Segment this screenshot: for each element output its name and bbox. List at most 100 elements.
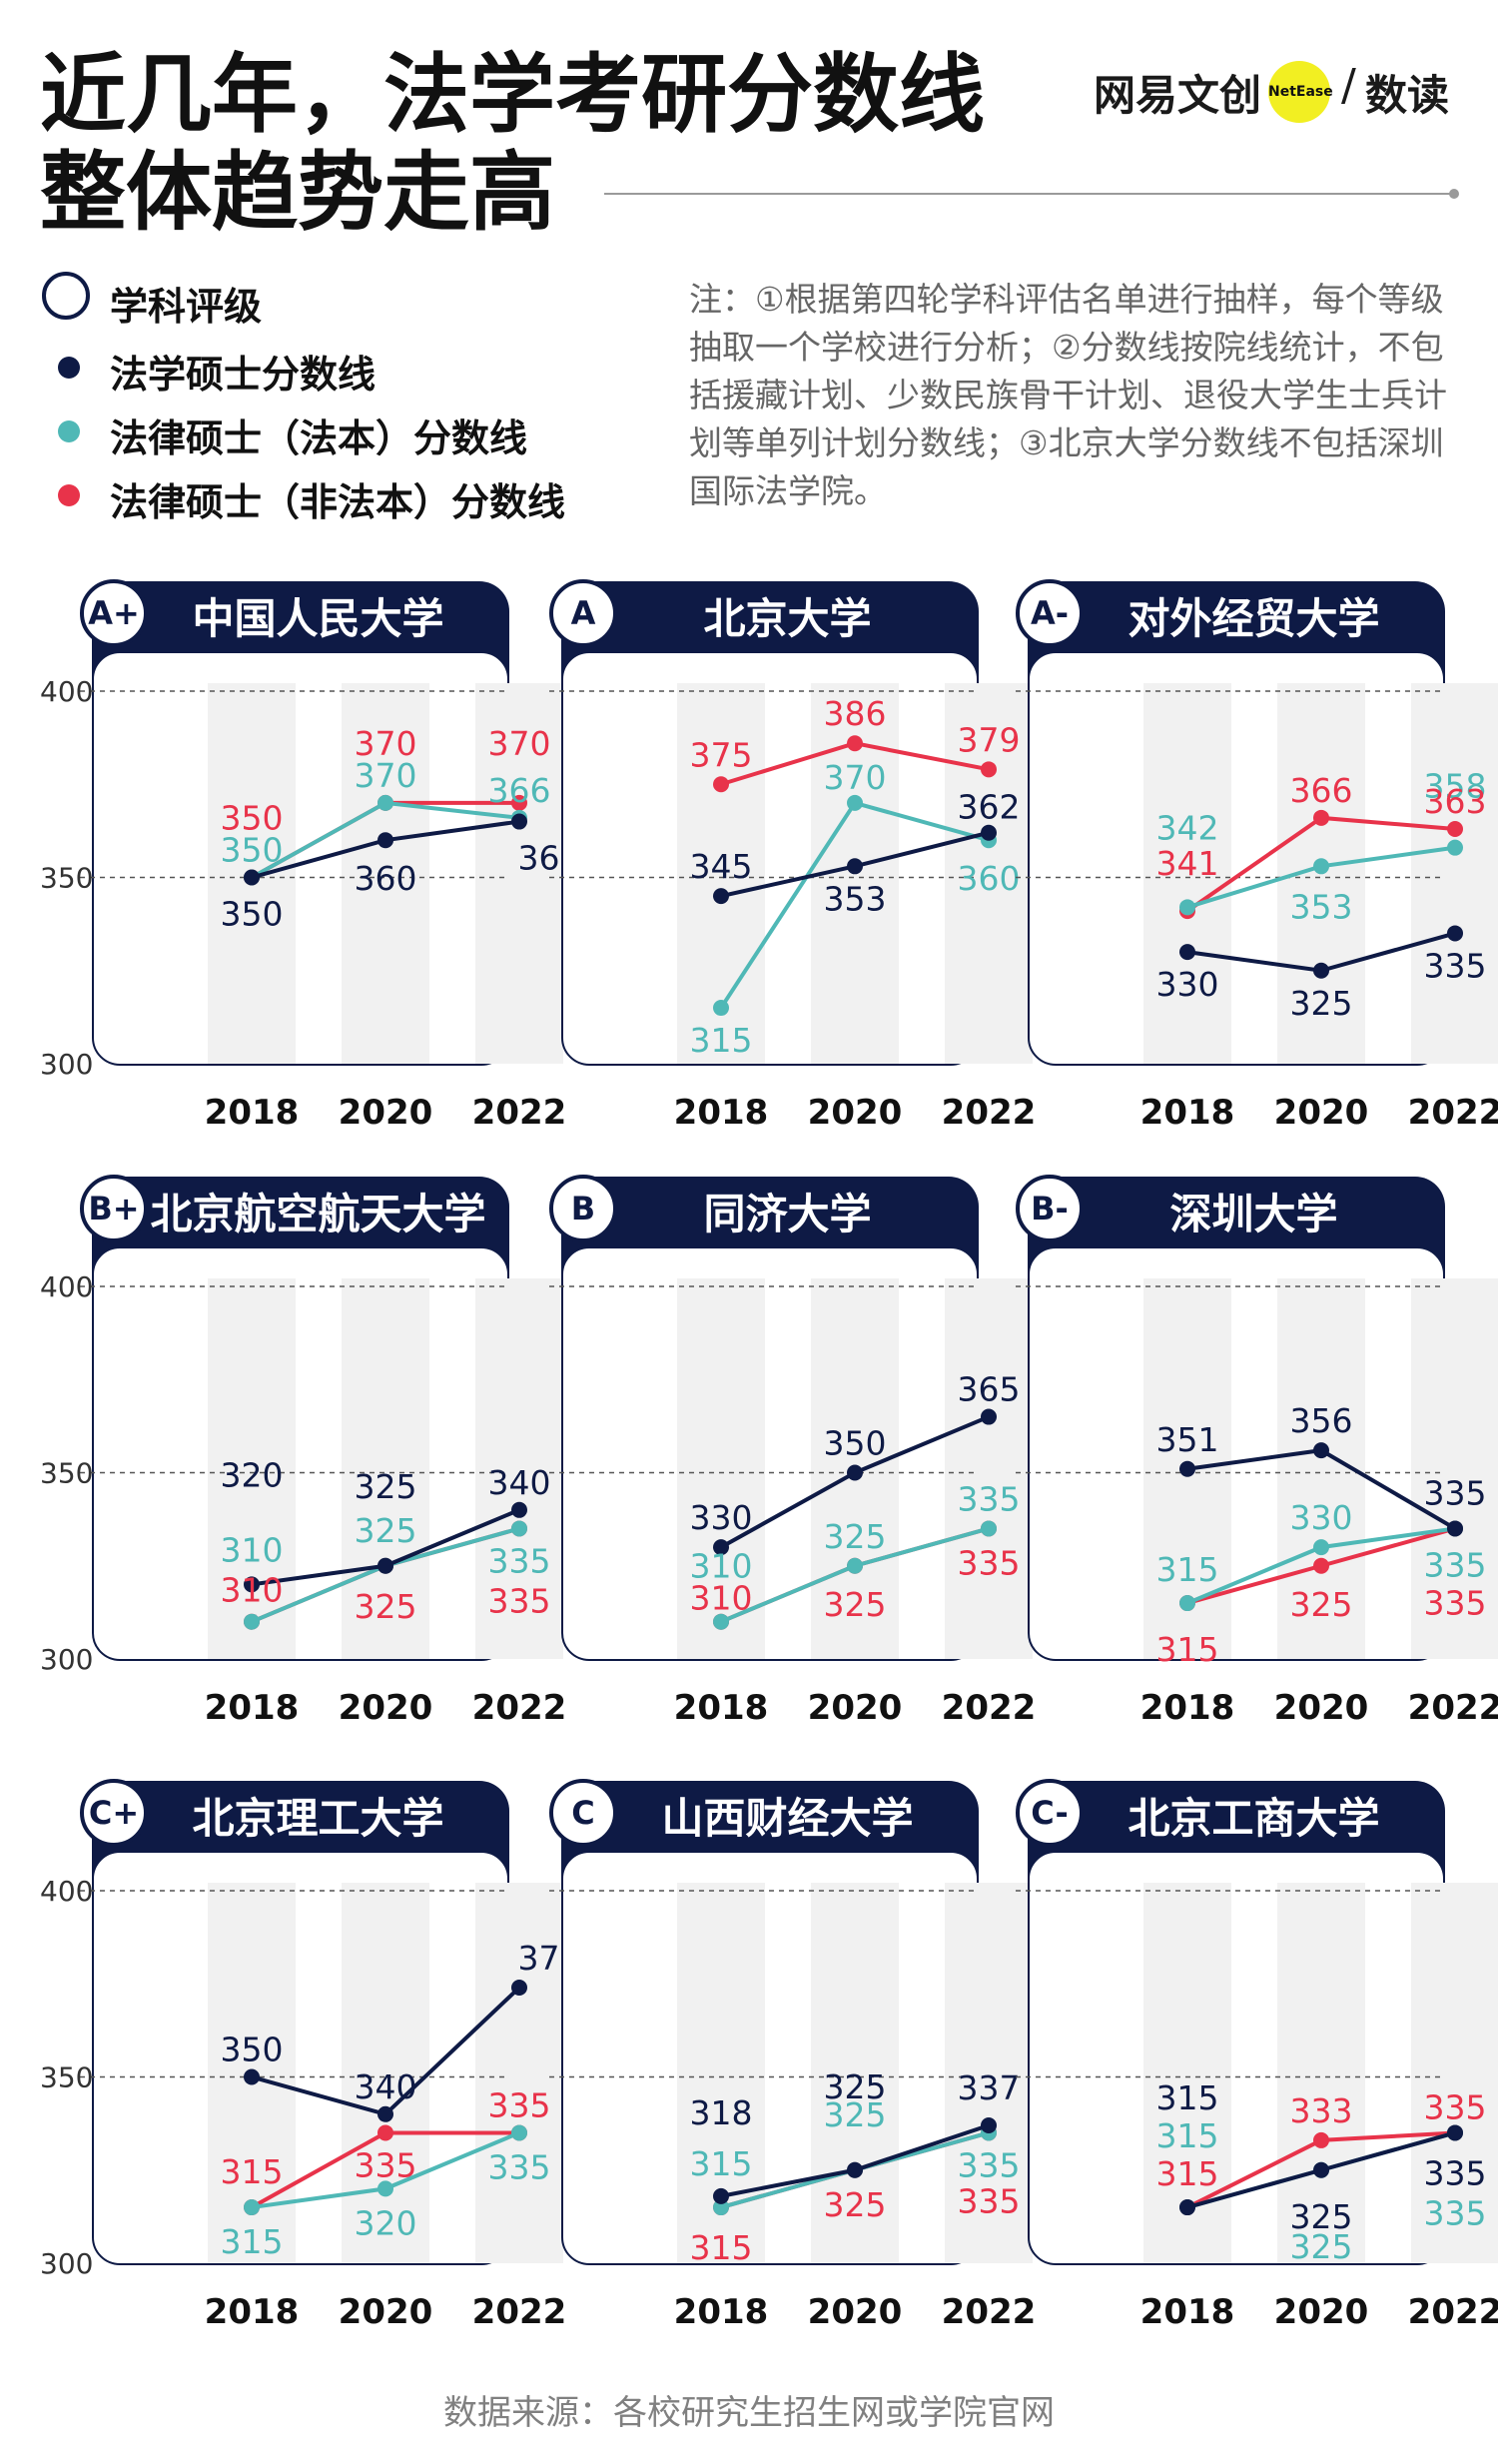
data-point	[511, 2124, 527, 2141]
y-tick-label: 300	[40, 2247, 93, 2280]
legend-dot-navy	[58, 357, 80, 379]
legend-dot-red	[58, 484, 80, 506]
data-label: 335	[488, 1581, 551, 1620]
data-point	[847, 858, 863, 875]
chart-panel: 北京大学 A 2018 2020 2022 345 353 362 315 370 360 375 38…	[549, 579, 1036, 1133]
data-point	[1447, 1520, 1463, 1537]
x-tick-label: 2018	[205, 1093, 300, 1133]
title-divider	[604, 193, 1453, 195]
grade-badge: C-	[1016, 1779, 1084, 1847]
data-label: 310	[221, 1531, 284, 1570]
data-label: 370	[355, 724, 417, 763]
y-tick-label: 400	[40, 675, 93, 708]
university-name: 北京工商大学	[1127, 1794, 1380, 1843]
university-name: 北京理工大学	[192, 1794, 444, 1843]
line-chart: 2018 2020 2022 330 350 365 310 325 335 310 325 335	[549, 1278, 1036, 1728]
x-tick-label: 2022	[942, 1688, 1037, 1728]
data-point	[244, 869, 260, 886]
chart-panel: 深圳大学 B- 2018 2020 2022 351 356 335 315 330 335 315 3…	[1016, 1175, 1498, 1728]
chart-panel: 北京航空航天大学 B+ 300 350 400 2018 2020 2022 320 325 340…	[40, 1175, 566, 1728]
data-point	[511, 794, 527, 811]
data-label: 351	[1156, 1420, 1219, 1459]
x-tick-label: 2020	[1274, 1688, 1369, 1728]
legend-item-jm-nonlaw: 法律硕士（非法本）分数线	[40, 467, 659, 524]
data-point	[1313, 962, 1329, 979]
category-band	[1411, 1278, 1498, 1659]
methodology-note: 注：①根据第四轮学科评估名单进行抽样，每个等级抽取一个学校进行分析；②分数线按院…	[689, 280, 1447, 510]
x-tick-label: 2022	[472, 1093, 567, 1133]
data-label: 315	[690, 1021, 753, 1060]
data-point	[377, 794, 393, 811]
data-label: 342	[1156, 808, 1219, 847]
data-label: 379	[958, 720, 1021, 759]
data-label: 335	[958, 1479, 1021, 1518]
category-band	[342, 1278, 429, 1659]
plot-area	[92, 1851, 509, 2265]
x-tick-label: 2018	[1140, 1093, 1235, 1133]
data-point	[981, 1408, 997, 1425]
data-label: 315	[1156, 1550, 1219, 1589]
data-label: 335	[1424, 2153, 1487, 2192]
data-point	[244, 2199, 260, 2216]
data-label: 365	[958, 1370, 1021, 1409]
data-point	[1313, 1557, 1329, 1574]
data-label: 325	[1290, 2227, 1353, 2266]
data-label: 335	[1424, 1545, 1487, 1584]
data-label: 335	[1424, 2087, 1487, 2126]
x-tick-label: 2018	[674, 2292, 769, 2332]
x-tick-label: 2020	[808, 2292, 903, 2332]
data-label: 340	[355, 2067, 417, 2106]
data-label: 360	[355, 859, 417, 898]
line-chart: 2018 2020 2022 318 325 337 315 325 335 315 325 335	[549, 1883, 1036, 2332]
data-label: 335	[488, 2147, 551, 2186]
x-tick-label: 2022	[472, 2292, 567, 2332]
y-tick-label: 300	[40, 1048, 93, 1081]
data-label: 350	[221, 2031, 284, 2069]
category-band	[475, 683, 563, 1064]
data-label: 335	[355, 2145, 417, 2184]
page-title-line-2: 整体趋势走高	[40, 143, 555, 243]
data-label: 325	[355, 1467, 417, 1506]
data-label: 340	[488, 1463, 551, 1502]
data-label: 335	[958, 2145, 1021, 2184]
y-tick-label: 300	[40, 1643, 93, 1676]
data-label: 350	[824, 1424, 887, 1463]
y-tick-label: 400	[40, 1270, 93, 1303]
grade-badge: A-	[1016, 579, 1084, 647]
data-label: 325	[1290, 2197, 1353, 2236]
category-band	[1411, 683, 1498, 1064]
data-label: 315	[1156, 2154, 1219, 2193]
x-tick-label: 2022	[1408, 1688, 1498, 1728]
data-label: 375	[690, 735, 753, 774]
grade-badge: C	[549, 1779, 617, 1847]
data-point	[1179, 1595, 1195, 1612]
brand-separator: /	[1341, 60, 1356, 111]
data-point	[1179, 899, 1195, 916]
data-label: 325	[824, 2095, 887, 2134]
data-point	[713, 2199, 729, 2216]
plot-area	[92, 1246, 509, 1661]
data-label: 370	[355, 756, 417, 795]
y-tick-label: 350	[40, 2061, 93, 2094]
data-label: 350	[221, 799, 284, 838]
grade-badge: C+	[80, 1779, 148, 1847]
data-point	[847, 794, 863, 811]
data-label: 335	[488, 2085, 551, 2124]
y-tick-label: 350	[40, 1457, 93, 1490]
x-tick-label: 2020	[1274, 1093, 1369, 1133]
data-label: 335	[488, 1541, 551, 1580]
category-band	[1277, 1883, 1365, 2263]
data-label: 325	[1290, 1585, 1353, 1624]
x-tick-label: 2020	[339, 1093, 433, 1133]
plot-area	[1028, 1851, 1445, 2265]
data-point	[1179, 944, 1195, 961]
data-label: 330	[1290, 1498, 1353, 1537]
data-label: 330	[690, 1498, 753, 1537]
plot-area	[561, 1246, 979, 1661]
line-chart: 2018 2020 2022 315 325 335 315 325 335 315 333 335	[1016, 1883, 1498, 2332]
page-title-line-1: 近几年，法学考研分数线	[40, 45, 985, 145]
data-point	[713, 888, 729, 905]
x-tick-label: 2020	[808, 1093, 903, 1133]
data-label: 325	[824, 2067, 887, 2106]
